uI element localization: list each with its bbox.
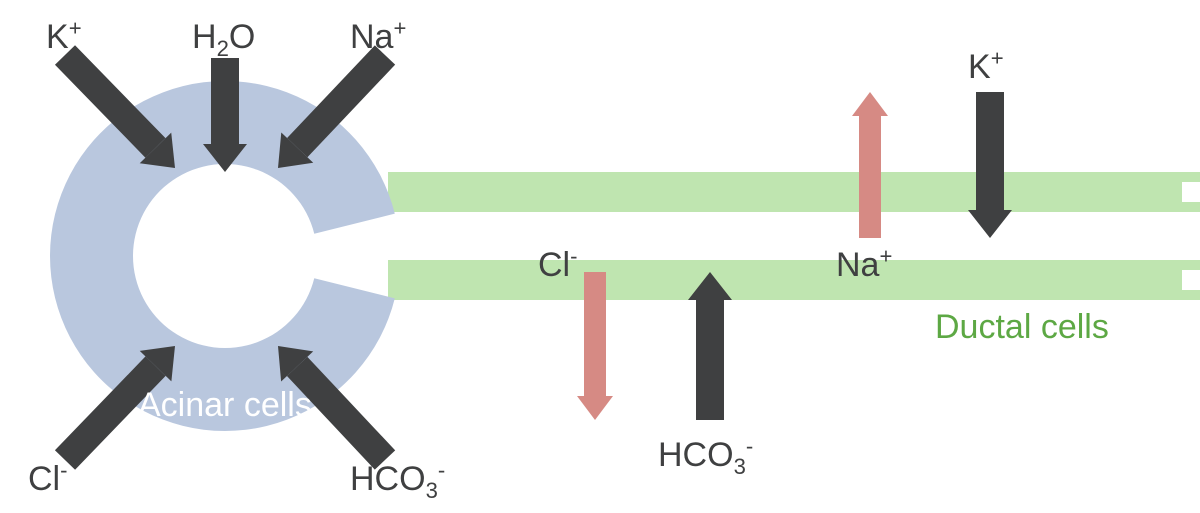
na-out-arrow-head — [852, 92, 888, 116]
cl-duct-label: Cl- — [538, 248, 577, 282]
na-duct-label: Na+ — [836, 248, 892, 282]
na-top-right-label: Na+ — [350, 20, 406, 54]
duct-top-bar — [388, 172, 1200, 212]
acinar-cells-label: Acinar cells — [138, 388, 312, 422]
k-in-arrow-head — [968, 210, 1012, 238]
k-duct-label: K+ — [968, 50, 1004, 84]
diagram-stage: K+ H2O Na+ Cl- HCO3- Cl- HCO3- Na+ K+ Acinar cell… — [0, 0, 1200, 513]
diagram-svg — [0, 0, 1200, 513]
hco3-bottom-label: HCO3- — [350, 462, 445, 496]
duct-bottom-bar — [388, 260, 1200, 300]
cl-out-arrow-head — [577, 396, 613, 420]
h2o-label: H2O — [192, 20, 255, 54]
ductal-cells-label: Ductal cells — [935, 310, 1109, 344]
cl-bottom-left-label: Cl- — [28, 462, 67, 496]
k-top-left-label: K+ — [46, 20, 82, 54]
hco3-duct-label: HCO3- — [658, 438, 753, 472]
